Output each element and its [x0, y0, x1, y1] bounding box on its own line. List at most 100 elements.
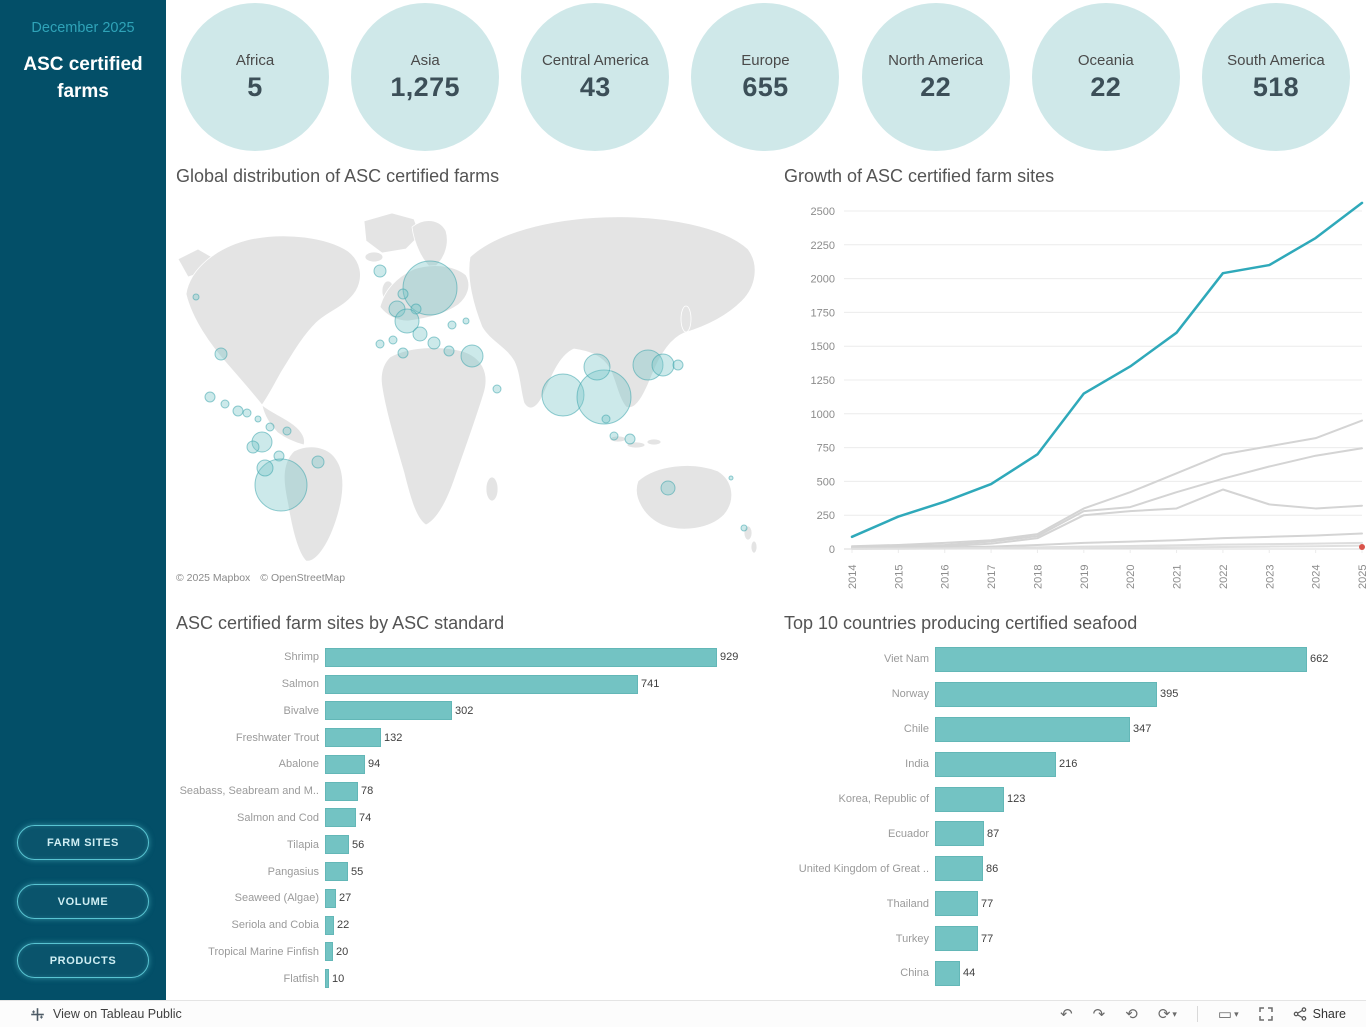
category-label: India	[905, 758, 929, 771]
farm-location-bubble[interactable]	[609, 431, 619, 441]
undo-icon[interactable]: ↶	[1060, 1005, 1073, 1023]
line-series-comparison-series-6[interactable]	[851, 544, 1363, 550]
x-axis-tick-label: 2020	[1125, 565, 1137, 589]
kpi-circle-africa[interactable]: Africa 5	[181, 3, 329, 151]
bar-korea-republic-of[interactable]	[935, 786, 1004, 812]
x-axis-tick-label: 2024	[1311, 565, 1323, 589]
refresh-icon[interactable]: ⟳ ▾	[1158, 1007, 1177, 1022]
mapbox-attribution-link[interactable]: © 2025 Mapbox	[176, 572, 251, 584]
farm-location-bubble[interactable]	[282, 426, 292, 436]
kpi-circle-asia[interactable]: Asia 1,275	[351, 3, 500, 151]
farm-location-bubble[interactable]	[373, 264, 387, 278]
line-series-comparison-series-3[interactable]	[851, 488, 1363, 550]
kpi-row: Africa 5 Asia 1,275 Central America 43 Europe 6…	[166, 0, 1366, 158]
marker-point[interactable]	[1359, 543, 1365, 550]
bar-abalone[interactable]	[325, 754, 365, 774]
bar-tilapia[interactable]	[325, 835, 349, 855]
farm-location-bubble[interactable]	[576, 369, 632, 425]
farm-location-bubble[interactable]	[265, 422, 275, 432]
farm-location-bubble[interactable]	[192, 293, 200, 301]
bar-pangasius[interactable]	[325, 862, 348, 881]
kpi-circle-europe[interactable]: Europe 655	[691, 3, 840, 151]
kpi-circle-central-america[interactable]: Central America 43	[521, 3, 670, 151]
kpi-circle-north-america[interactable]: North America 22	[861, 3, 1010, 151]
farm-location-bubble[interactable]	[254, 415, 262, 423]
farm-location-bubble[interactable]	[728, 475, 734, 481]
bar-flatfish[interactable]	[325, 969, 329, 989]
farm-location-bubble[interactable]	[447, 320, 457, 330]
farm-location-bubble[interactable]	[412, 326, 428, 342]
sidebar-button-products[interactable]: PRODUCTS	[17, 943, 149, 978]
farm-location-bubble[interactable]	[651, 353, 675, 377]
farm-location-bubble[interactable]	[541, 373, 585, 417]
farm-location-bubble[interactable]	[214, 347, 228, 361]
farm-location-bubble[interactable]	[443, 345, 455, 357]
bar-salmon[interactable]	[325, 674, 638, 694]
standards-chart-title: ASC certified farm sites by ASC standard	[176, 613, 505, 633]
bar-ecuador[interactable]	[935, 821, 984, 847]
farm-location-bubble[interactable]	[410, 303, 422, 315]
kpi-circle-south-america[interactable]: South America 518	[1201, 3, 1350, 151]
farm-location-bubble[interactable]	[583, 353, 611, 381]
bar-seaweed-algae[interactable]	[325, 888, 336, 908]
report-date: December 2025	[31, 20, 135, 36]
bar-viet-nam[interactable]	[935, 646, 1307, 672]
reset-icon[interactable]: ⟲	[1125, 1005, 1138, 1023]
y-axis-tick-label: 500	[817, 476, 835, 488]
world-map[interactable]: © 2025 Mapbox © OpenStreetMap	[176, 199, 772, 584]
world-map-svg[interactable]	[176, 199, 772, 584]
farm-location-bubble[interactable]	[492, 384, 502, 394]
bar-turkey[interactable]	[935, 926, 978, 952]
share-button[interactable]: Share	[1293, 1007, 1346, 1021]
line-series-comparison-series-1[interactable]	[851, 419, 1363, 548]
view-on-tableau-public-link[interactable]: View on Tableau Public	[30, 1007, 182, 1022]
farm-location-bubble[interactable]	[246, 440, 260, 454]
bar-china[interactable]	[935, 960, 960, 986]
farm-location-bubble[interactable]	[273, 450, 285, 462]
bar-bivalve[interactable]	[325, 701, 452, 721]
bar-seriola-and-cobia[interactable]	[325, 915, 334, 935]
farm-location-bubble[interactable]	[601, 414, 611, 424]
bar-india[interactable]	[935, 751, 1056, 777]
device-layout-icon[interactable]: ▭ ▾	[1218, 1007, 1239, 1022]
kpi-circle-oceania[interactable]: Oceania 22	[1031, 3, 1180, 151]
osm-attribution-link[interactable]: © OpenStreetMap	[260, 572, 346, 584]
farm-location-bubble[interactable]	[427, 336, 441, 350]
bar-chile[interactable]	[935, 716, 1130, 742]
farm-location-bubble[interactable]	[672, 359, 684, 371]
farm-location-bubble[interactable]	[232, 405, 244, 417]
farm-location-bubble[interactable]	[660, 480, 676, 496]
bar-tropical-marine-finfish[interactable]	[325, 942, 333, 962]
farm-location-bubble[interactable]	[397, 288, 409, 300]
bar-salmon-and-cod[interactable]	[325, 808, 356, 828]
sidebar-button-farm-sites[interactable]: FARM SITES	[17, 825, 149, 860]
bar-united-kingdom-of-great[interactable]	[935, 856, 983, 882]
sidebar-button-volume[interactable]: VOLUME	[17, 884, 149, 919]
farm-location-bubble[interactable]	[462, 317, 470, 325]
line-series-comparison-series-2[interactable]	[851, 447, 1363, 549]
farm-location-bubble[interactable]	[388, 335, 398, 345]
farm-location-bubble[interactable]	[740, 524, 748, 532]
farm-location-bubble[interactable]	[254, 458, 308, 512]
farm-location-bubble[interactable]	[204, 391, 216, 403]
farm-location-bubble[interactable]	[220, 399, 230, 409]
farm-location-bubble[interactable]	[394, 308, 420, 334]
bar-shrimp[interactable]	[325, 647, 717, 667]
farm-location-bubble[interactable]	[397, 347, 409, 359]
redo-icon[interactable]: ↷	[1092, 1005, 1106, 1023]
farm-location-bubble[interactable]	[256, 459, 274, 477]
bar-freshwater-trout[interactable]	[325, 728, 381, 748]
bar-thailand[interactable]	[935, 891, 978, 917]
bar-seabass-seabream-and-m[interactable]	[325, 781, 358, 801]
growth-line-chart[interactable]: 0 250 500 750 1000 1250 1500 1750 2000 2250 2500 20…	[784, 197, 1366, 597]
fullscreen-icon[interactable]	[1258, 1007, 1273, 1021]
farm-location-bubble[interactable]	[375, 339, 385, 349]
farm-location-bubble[interactable]	[251, 431, 273, 453]
bar-norway[interactable]	[935, 681, 1157, 707]
line-series-asc-certified-farm-sites[interactable]	[850, 201, 1364, 539]
farm-location-bubble[interactable]	[311, 455, 325, 469]
farm-location-bubble[interactable]	[242, 408, 252, 418]
farm-location-bubble[interactable]	[624, 433, 636, 445]
farm-location-bubble[interactable]	[402, 260, 458, 316]
farm-location-bubble[interactable]	[460, 344, 484, 368]
